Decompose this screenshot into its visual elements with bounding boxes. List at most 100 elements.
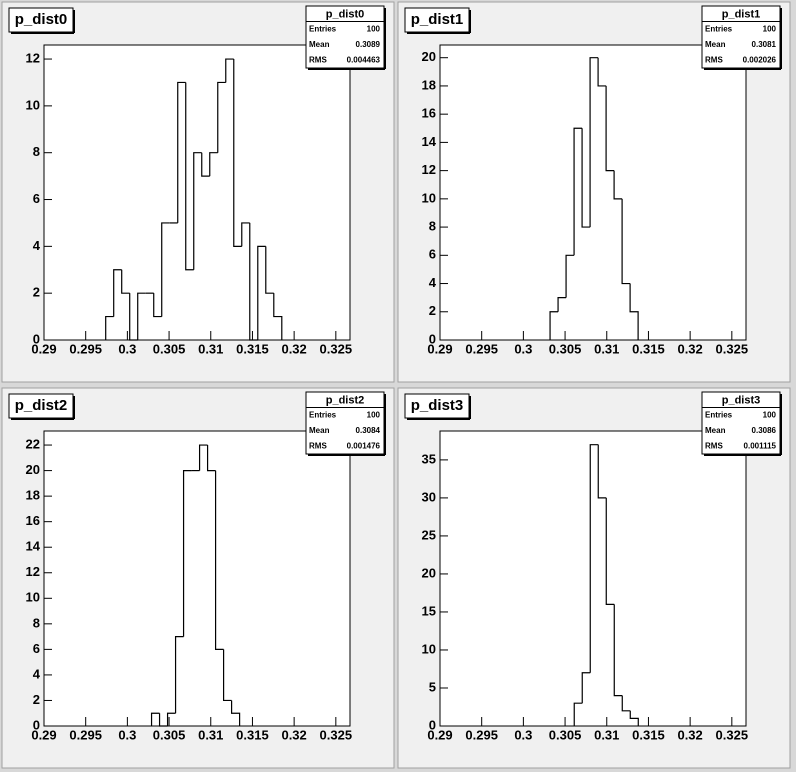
- y-tick-label: 15: [422, 603, 436, 618]
- histogram-bin: [589, 57, 599, 228]
- histogram-bin: [105, 315, 114, 340]
- y-tick-label: 6: [429, 247, 436, 262]
- y-tick-label: 18: [26, 488, 40, 503]
- plot-frame: [43, 44, 351, 341]
- histogram-bin: [214, 470, 224, 650]
- x-tick-label: 0.3: [514, 341, 532, 356]
- x-tick-label: 0.3: [514, 727, 532, 742]
- stats-name: Mean: [309, 40, 330, 49]
- stats-name: Mean: [705, 40, 726, 49]
- chart-title: p_dist2: [15, 397, 68, 414]
- histogram-bin: [158, 713, 168, 727]
- stats-name: Mean: [705, 426, 726, 435]
- y-tick-label: 10: [422, 641, 436, 656]
- y-tick-label: 12: [422, 162, 436, 177]
- histogram-bin: [629, 710, 639, 726]
- histogram-bin: [613, 604, 623, 697]
- histogram-bin: [231, 700, 241, 726]
- x-tick-label: 0.305: [549, 727, 582, 742]
- histogram-bin: [249, 222, 258, 341]
- y-tick-label: 8: [33, 144, 40, 159]
- y-tick-label: 14: [422, 134, 437, 149]
- chart-title: p_dist3: [411, 397, 464, 414]
- histogram-bin: [621, 198, 631, 285]
- histogram-bin: [225, 58, 234, 83]
- y-tick-label: 2: [33, 692, 40, 707]
- x-tick-label: 0.305: [549, 341, 582, 356]
- x-tick-label: 0.325: [320, 727, 353, 742]
- y-tick-label: 6: [33, 191, 40, 206]
- y-tick-label: 0: [33, 331, 40, 346]
- y-tick-label: 18: [422, 77, 436, 92]
- histogram-bin: [265, 246, 274, 294]
- histogram-bin: [185, 82, 194, 271]
- pad: 0 2 4 6 8 10 12 14 16 18 20 22 0.29 0.295 0.3 0.305 0.31…: [1, 387, 395, 769]
- x-tick-label: 0.315: [236, 341, 269, 356]
- histogram-bin: [241, 222, 250, 247]
- histogram-bin: [209, 152, 218, 177]
- y-tick-label: 2: [429, 303, 436, 318]
- y-tick-label: 10: [26, 590, 40, 605]
- pad: 0 2 4 6 8 10 12 14 16 18 20 0.29 0.295 0.3 0.305 0.31 0.…: [397, 1, 791, 383]
- x-tick-label: 0.31: [594, 727, 619, 742]
- histogram-bin: [549, 311, 559, 340]
- x-tick-label: 0.3: [118, 727, 136, 742]
- stats-name: Entries: [705, 24, 733, 33]
- x-tick-label: 0.315: [236, 727, 269, 742]
- histogram-bin: [193, 152, 202, 270]
- stats-name: RMS: [705, 441, 723, 450]
- stats-name: Entries: [705, 410, 733, 419]
- histogram-bin: [206, 445, 216, 472]
- x-tick-label: 0.325: [716, 341, 749, 356]
- y-tick-label: 14: [26, 539, 41, 554]
- stats-value: 0.3081: [752, 40, 777, 49]
- y-tick-label: 0: [33, 717, 40, 732]
- x-tick-label: 0.295: [465, 727, 498, 742]
- y-tick-label: 4: [429, 275, 437, 290]
- y-tick-label: 2: [33, 285, 40, 300]
- stats-name: Entries: [309, 410, 337, 419]
- histogram-bin: [605, 497, 615, 605]
- plot-frame: [43, 430, 351, 727]
- y-tick-label: 16: [26, 513, 40, 528]
- x-tick-label: 0.295: [465, 341, 498, 356]
- stats-value: 0.3086: [752, 426, 777, 435]
- histogram-bin: [137, 292, 146, 340]
- x-tick-label: 0.29: [427, 341, 452, 356]
- y-tick-label: 8: [429, 219, 436, 234]
- histogram-bin: [174, 636, 184, 714]
- y-tick-label: 20: [422, 49, 436, 64]
- stats-box: [701, 5, 781, 69]
- histogram-bin: [565, 254, 575, 298]
- histogram-bin: [201, 152, 210, 177]
- histogram-bin: [233, 59, 242, 247]
- stats-value: 0.3089: [356, 40, 381, 49]
- histogram-bin: [217, 81, 226, 153]
- histogram-bin: [581, 672, 591, 704]
- y-tick-label: 6: [33, 641, 40, 656]
- plot-frame: [439, 430, 747, 727]
- chart-title: p_dist1: [411, 11, 464, 28]
- histogram-bin: [222, 649, 232, 702]
- histogram-bin: [597, 57, 607, 87]
- stats-value: 100: [763, 24, 777, 33]
- histogram-bin: [581, 128, 591, 228]
- x-tick-label: 0.325: [320, 341, 353, 356]
- histogram-bin: [589, 444, 599, 673]
- stats-value: 0.001476: [347, 441, 381, 450]
- histogram-bin: [573, 702, 583, 726]
- y-tick-label: 0: [429, 717, 436, 732]
- x-tick-label: 0.29: [31, 727, 56, 742]
- x-tick-label: 0.325: [716, 727, 749, 742]
- histogram-bin: [150, 712, 160, 726]
- stats-title: p_dist0: [326, 9, 365, 21]
- stats-value: 0.004463: [347, 55, 381, 64]
- x-tick-label: 0.315: [632, 341, 665, 356]
- x-tick-label: 0.295: [69, 727, 102, 742]
- stats-name: Mean: [309, 426, 330, 435]
- stats-name: RMS: [705, 55, 723, 64]
- y-tick-label: 10: [26, 97, 40, 112]
- x-tick-label: 0.32: [677, 727, 702, 742]
- histogram-bin: [113, 269, 122, 317]
- stats-box: [701, 391, 781, 455]
